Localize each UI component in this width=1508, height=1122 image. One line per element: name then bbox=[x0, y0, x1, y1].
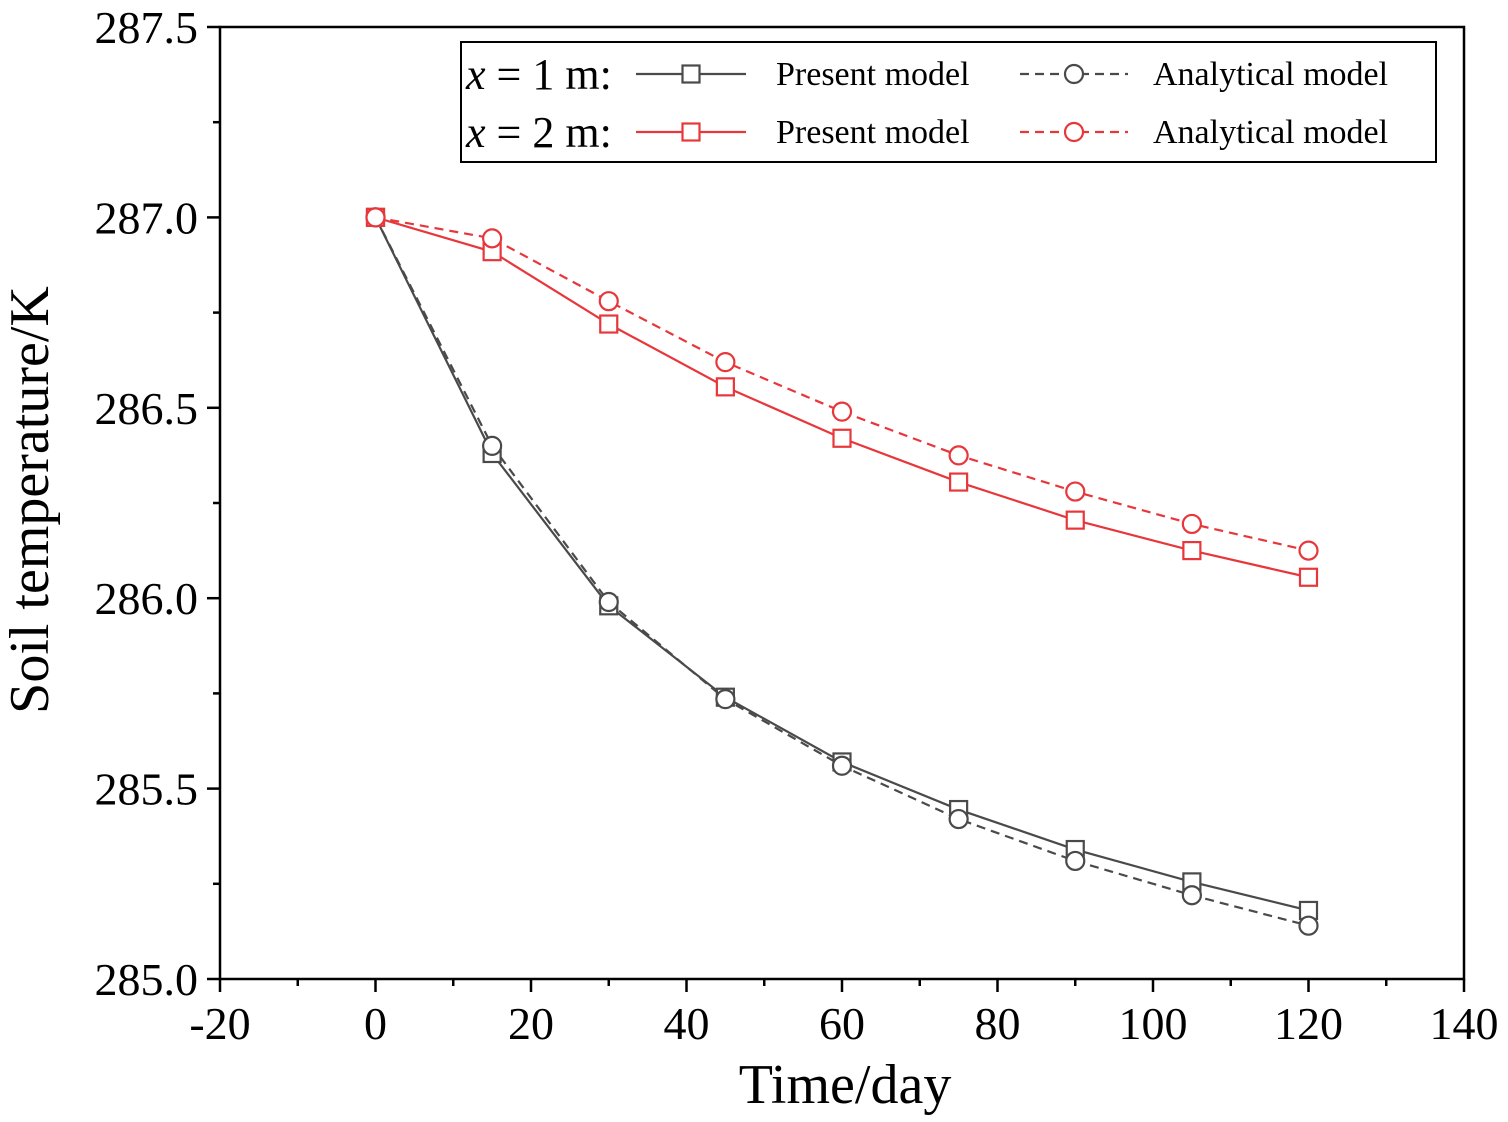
data-point bbox=[1065, 510, 1085, 530]
x-tick-label: 60 bbox=[819, 998, 865, 1049]
series-line bbox=[374, 216, 1309, 912]
data-point bbox=[365, 207, 386, 228]
series-layer bbox=[365, 207, 1319, 936]
series-3 bbox=[365, 207, 1319, 561]
y-tick-label: 286.0 bbox=[95, 573, 199, 624]
legend-label: Analytical model bbox=[1153, 56, 1388, 93]
y-axis-title: Soil temperature/K bbox=[0, 286, 61, 714]
series-line bbox=[375, 216, 1309, 579]
legend-group-label: x = 2 m: bbox=[465, 108, 612, 157]
x-tick-label: 120 bbox=[1274, 998, 1343, 1049]
data-point bbox=[1298, 567, 1319, 587]
data-point bbox=[831, 755, 853, 776]
legend-label: Analytical model bbox=[1153, 114, 1388, 151]
data-point bbox=[1065, 481, 1086, 502]
data-point bbox=[1182, 540, 1202, 561]
data-point bbox=[948, 445, 969, 466]
legend-label: Present model bbox=[776, 56, 970, 93]
x-tick-label: -20 bbox=[189, 998, 250, 1049]
data-point bbox=[1181, 513, 1202, 535]
series-line bbox=[374, 216, 1309, 927]
data-point bbox=[598, 591, 619, 613]
x-axis-title: Time/day bbox=[739, 1054, 952, 1116]
data-point bbox=[948, 808, 969, 830]
legend-marker bbox=[681, 122, 701, 142]
data-point bbox=[482, 435, 503, 456]
legend: x = 1 m: x = 2 m: Present model Analytical … bbox=[460, 41, 1437, 163]
x-tick-label: 80 bbox=[975, 998, 1021, 1049]
data-point bbox=[715, 689, 736, 710]
x-tick-label: 40 bbox=[664, 998, 710, 1049]
x-tick-label: 0 bbox=[364, 998, 387, 1049]
x-tick-label: 20 bbox=[508, 998, 554, 1049]
y-tick-label: 286.5 bbox=[95, 383, 199, 434]
data-point bbox=[715, 352, 736, 373]
data-point bbox=[715, 377, 735, 397]
data-point bbox=[1298, 915, 1319, 936]
data-point bbox=[1065, 850, 1086, 872]
plot-frame bbox=[218, 25, 1466, 981]
data-point bbox=[598, 291, 619, 312]
legend-marker bbox=[1063, 121, 1085, 143]
y-tick-label: 287.5 bbox=[95, 2, 199, 53]
y-tick-label: 285.5 bbox=[95, 764, 199, 815]
series-2 bbox=[365, 207, 1319, 587]
legend-marker bbox=[681, 64, 701, 84]
legend-label: Present model bbox=[776, 114, 970, 151]
series-1 bbox=[365, 207, 1319, 936]
data-point bbox=[831, 401, 853, 422]
legend-box bbox=[460, 41, 1437, 163]
y-tick-label: 287.0 bbox=[95, 192, 199, 243]
data-point bbox=[1181, 885, 1202, 906]
series-0 bbox=[365, 207, 1319, 921]
data-point bbox=[599, 314, 619, 334]
data-point bbox=[832, 428, 852, 448]
data-point bbox=[949, 472, 969, 492]
x-axis: -20 0 20 40 60 80 100 120 140 bbox=[189, 979, 1499, 1049]
data-point bbox=[1298, 540, 1319, 561]
y-axis: 285.0 285.5 286.0 286.5 287.0 287.5 bbox=[95, 2, 220, 1005]
x-tick-label: 140 bbox=[1430, 998, 1499, 1049]
plot-area bbox=[218, 25, 1466, 981]
data-point bbox=[482, 228, 503, 249]
legend-group-label: x = 1 m: bbox=[465, 50, 612, 99]
x-tick-label: 100 bbox=[1119, 998, 1188, 1049]
legend-marker bbox=[1063, 63, 1085, 85]
y-tick-label: 285.0 bbox=[95, 954, 199, 1005]
